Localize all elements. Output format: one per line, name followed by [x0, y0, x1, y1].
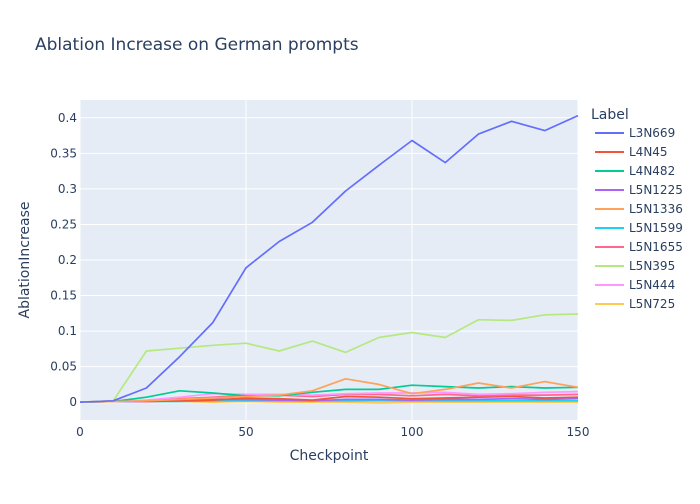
x-tick-label: 50: [238, 425, 253, 439]
legend-title: Label: [591, 107, 629, 123]
y-tick-label: 0.1: [58, 324, 77, 338]
legend-item-l3n669[interactable]: L3N669: [595, 126, 675, 140]
gridlines: [79, 100, 579, 420]
y-tick-label: 0.35: [50, 146, 77, 160]
x-axis-label: Checkpoint: [290, 448, 369, 464]
y-tick-label: 0.4: [58, 111, 77, 125]
series-lines: [79, 114, 579, 404]
legend-label: L5N1655: [629, 240, 683, 254]
series-line-l5n1336: [79, 377, 579, 404]
x-tick-label: 100: [401, 425, 424, 439]
legend-item-l5n444[interactable]: L5N444: [595, 278, 675, 292]
legend-label: L5N1599: [629, 221, 683, 235]
legend-item-l5n395[interactable]: L5N395: [595, 259, 675, 273]
legend-item-l5n1336[interactable]: L5N1336: [595, 202, 683, 216]
y-tick-label: 0: [69, 395, 77, 409]
x-tick-label: 150: [567, 425, 590, 439]
y-tick-label: 0.2: [58, 253, 77, 267]
legend-item-l5n1599[interactable]: L5N1599: [595, 221, 683, 235]
y-axis-label: AblationIncrease: [17, 202, 33, 319]
tick-labels: 0 0.05 0.1 0.15 0.2 0.25 0.3 0.35 0.4 0 50 100 150: [50, 111, 589, 439]
legend-item-l4n482[interactable]: L4N482: [595, 164, 675, 178]
y-tick-label: 0.15: [50, 289, 77, 303]
legend-label: L3N669: [629, 126, 675, 140]
legend-label: L4N45: [629, 145, 668, 159]
series-line-l3n669: [79, 114, 579, 404]
series-line-l4n45: [79, 395, 579, 404]
legend: Label L3N669 L4N45 L4N482 L5N1225 L5N1336 L5N…: [591, 107, 683, 311]
series-line-l4n482: [79, 384, 579, 404]
legend-item-l5n725[interactable]: L5N725: [595, 297, 675, 311]
series-line-l5n444: [79, 390, 579, 404]
y-tick-label: 0.05: [50, 360, 77, 374]
legend-item-l5n1225[interactable]: L5N1225: [595, 183, 683, 197]
chart-title: Ablation Increase on German prompts: [35, 35, 359, 55]
y-tick-label: 0.3: [58, 182, 77, 196]
series-line-l5n395: [79, 313, 579, 404]
legend-label: L4N482: [629, 164, 675, 178]
legend-label: L5N1225: [629, 183, 683, 197]
x-tick-label: 0: [76, 425, 84, 439]
legend-label: L5N444: [629, 278, 675, 292]
legend-label: L5N1336: [629, 202, 683, 216]
y-tick-label: 0.25: [50, 217, 77, 231]
legend-item-l4n45[interactable]: L4N45: [595, 145, 668, 159]
legend-item-l5n1655[interactable]: L5N1655: [595, 240, 683, 254]
legend-label: L5N395: [629, 259, 675, 273]
legend-label: L5N725: [629, 297, 675, 311]
